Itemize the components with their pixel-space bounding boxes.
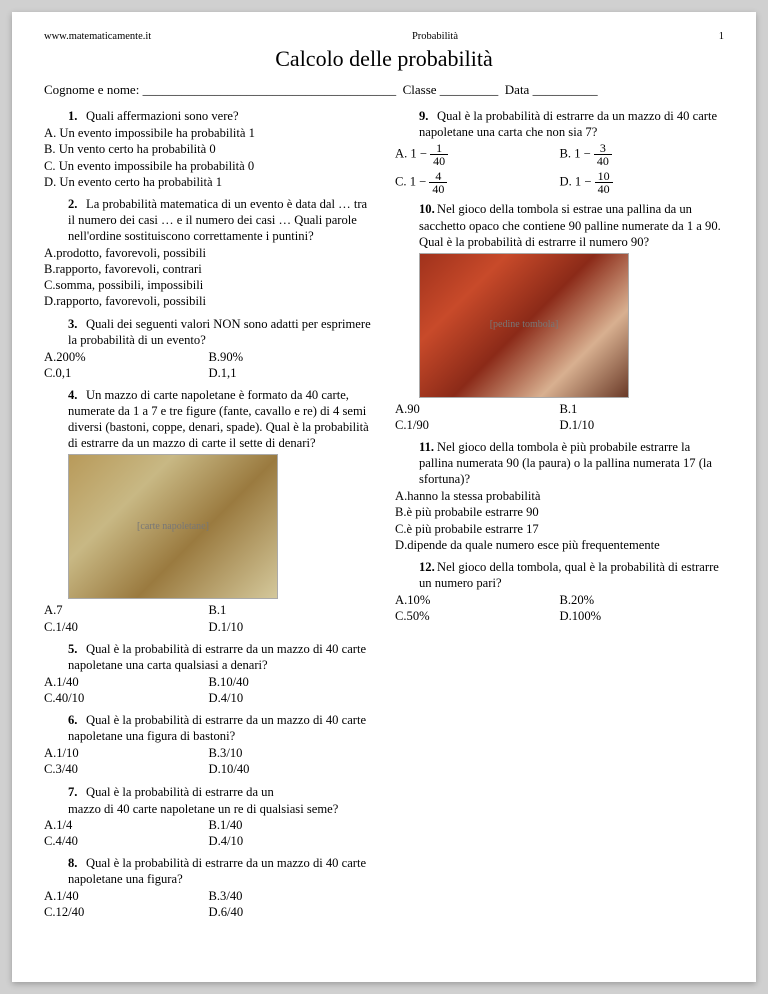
q2-opt-b: B.rapporto, favorevoli, contrari (44, 261, 373, 277)
q12-opt-c: C.50% (395, 608, 560, 624)
q12-text: 12.Nel gioco della tombola, qual è la pr… (395, 559, 724, 591)
q6-opt-b: B.3/10 (209, 745, 374, 761)
question-8: 8.Qual è la probabilità di estrarre da u… (44, 855, 373, 920)
q9-opt-c: C. 1 − 440 (395, 170, 560, 195)
q6-opt-a: A.1/10 (44, 745, 209, 761)
q10-opt-b: B.1 (560, 401, 725, 417)
q10-opt-c: C.1/90 (395, 417, 560, 433)
q3-opt-d: D.1,1 (209, 365, 374, 381)
q4-opt-d: D.1/10 (209, 619, 374, 635)
q11-opt-d: D.dipende da quale numero esce più frequ… (395, 537, 724, 553)
q12-opt-a: A.10% (395, 592, 560, 608)
q4-opt-a: A.7 (44, 602, 209, 618)
question-7: 7.Qual è la probabilità di estrarre da u… (44, 784, 373, 849)
q6-text: 6.Qual è la probabilità di estrarre da u… (44, 712, 373, 744)
question-1: 1.Quali affermazioni sono vere? A. Un ev… (44, 108, 373, 190)
q10-text: 10.Nel gioco della tombola si estrae una… (395, 201, 724, 249)
q9-opt-a: A. 1 − 140 (395, 142, 560, 167)
q10-image: [pedine tombola] (419, 253, 629, 398)
meta-data: Data __________ (505, 82, 598, 97)
header-site: www.matematicamente.it (44, 30, 151, 43)
worksheet-page: www.matematicamente.it Probabilità 1 Cal… (12, 12, 756, 982)
page-title: Calcolo delle probabilità (44, 45, 724, 73)
q5-opt-c: C.40/10 (44, 690, 209, 706)
q8-opt-c: C.12/40 (44, 904, 209, 920)
q11-opt-b: B.è più probabile estrarre 90 (395, 504, 724, 520)
q10-opt-d: D.1/10 (560, 417, 725, 433)
question-3: 3.Quali dei seguenti valori NON sono ada… (44, 316, 373, 381)
q1-opt-a: A. Un evento impossibile ha probabilità … (44, 125, 373, 141)
q2-opt-c: C.somma, possibili, impossibili (44, 277, 373, 293)
content-columns: 1.Quali affermazioni sono vere? A. Un ev… (44, 108, 724, 956)
question-2: 2.La probabilità matematica di un evento… (44, 196, 373, 310)
meta-cognome: Cognome e nome: ________________________… (44, 82, 396, 97)
q5-opt-a: A.1/40 (44, 674, 209, 690)
meta-classe: Classe _________ (403, 82, 499, 97)
q7-text-2: mazzo di 40 carte napoletane un re di qu… (44, 801, 373, 817)
q8-text: 8.Qual è la probabilità di estrarre da u… (44, 855, 373, 887)
q8-opt-a: A.1/40 (44, 888, 209, 904)
q9-opt-d: D. 1 − 1040 (560, 170, 725, 195)
q7-text-1: 7.Qual è la probabilità di estrarre da u… (44, 784, 373, 800)
q7-opt-b: B.1/40 (209, 817, 374, 833)
q7-opt-d: D.4/10 (209, 833, 374, 849)
question-9: 9.Qual è la probabilità di estrarre da u… (395, 108, 724, 195)
q3-opt-c: C.0,1 (44, 365, 209, 381)
question-5: 5.Qual è la probabilità di estrarre da u… (44, 641, 373, 706)
q5-opt-d: D.4/10 (209, 690, 374, 706)
header-subject: Probabilità (412, 30, 458, 43)
q2-opt-d: D.rapporto, favorevoli, possibili (44, 293, 373, 309)
q5-opt-b: B.10/40 (209, 674, 374, 690)
q6-opt-d: D.10/40 (209, 761, 374, 777)
q11-text: 11.Nel gioco della tombola è più probabi… (395, 439, 724, 487)
q9-text: 9.Qual è la probabilità di estrarre da u… (395, 108, 724, 140)
q8-opt-b: B.3/40 (209, 888, 374, 904)
question-4: 4.Un mazzo di carte napoletane è formato… (44, 387, 373, 635)
student-meta: Cognome e nome: ________________________… (44, 82, 724, 99)
q4-image: [carte napoletane] (68, 454, 278, 599)
q4-text: 4.Un mazzo di carte napoletane è formato… (44, 387, 373, 451)
q4-opt-b: B.1 (209, 602, 374, 618)
q7-opt-c: C.4/40 (44, 833, 209, 849)
q1-opt-b: B. Un vento certo ha probabilità 0 (44, 141, 373, 157)
q2-opt-a: A.prodotto, favorevoli, possibili (44, 245, 373, 261)
question-6: 6.Qual è la probabilità di estrarre da u… (44, 712, 373, 777)
q3-text: 3.Quali dei seguenti valori NON sono ada… (44, 316, 373, 348)
q1-opt-c: C. Un evento impossibile ha probabilità … (44, 158, 373, 174)
q5-text: 5.Qual è la probabilità di estrarre da u… (44, 641, 373, 673)
q11-opt-c: C.è più probabile estrarre 17 (395, 521, 724, 537)
q7-opt-a: A.1/4 (44, 817, 209, 833)
q3-opt-b: B.90% (209, 349, 374, 365)
q1-opt-d: D. Un evento certo ha probabilità 1 (44, 174, 373, 190)
q4-opt-c: C.1/40 (44, 619, 209, 635)
question-11: 11.Nel gioco della tombola è più probabi… (395, 439, 724, 553)
q6-opt-c: C.3/40 (44, 761, 209, 777)
page-header: www.matematicamente.it Probabilità 1 (44, 30, 724, 43)
q12-opt-d: D.100% (560, 608, 725, 624)
question-10: 10.Nel gioco della tombola si estrae una… (395, 201, 724, 433)
header-pagenum: 1 (719, 30, 724, 43)
q10-opt-a: A.90 (395, 401, 560, 417)
q3-opt-a: A.200% (44, 349, 209, 365)
q9-opt-b: B. 1 − 340 (560, 142, 725, 167)
q12-opt-b: B.20% (560, 592, 725, 608)
q2-text: 2.La probabilità matematica di un evento… (44, 196, 373, 244)
question-12: 12.Nel gioco della tombola, qual è la pr… (395, 559, 724, 624)
q1-text: 1.Quali affermazioni sono vere? (44, 108, 373, 124)
q11-opt-a: A.hanno la stessa probabilità (395, 488, 724, 504)
q8-opt-d: D.6/40 (209, 904, 374, 920)
